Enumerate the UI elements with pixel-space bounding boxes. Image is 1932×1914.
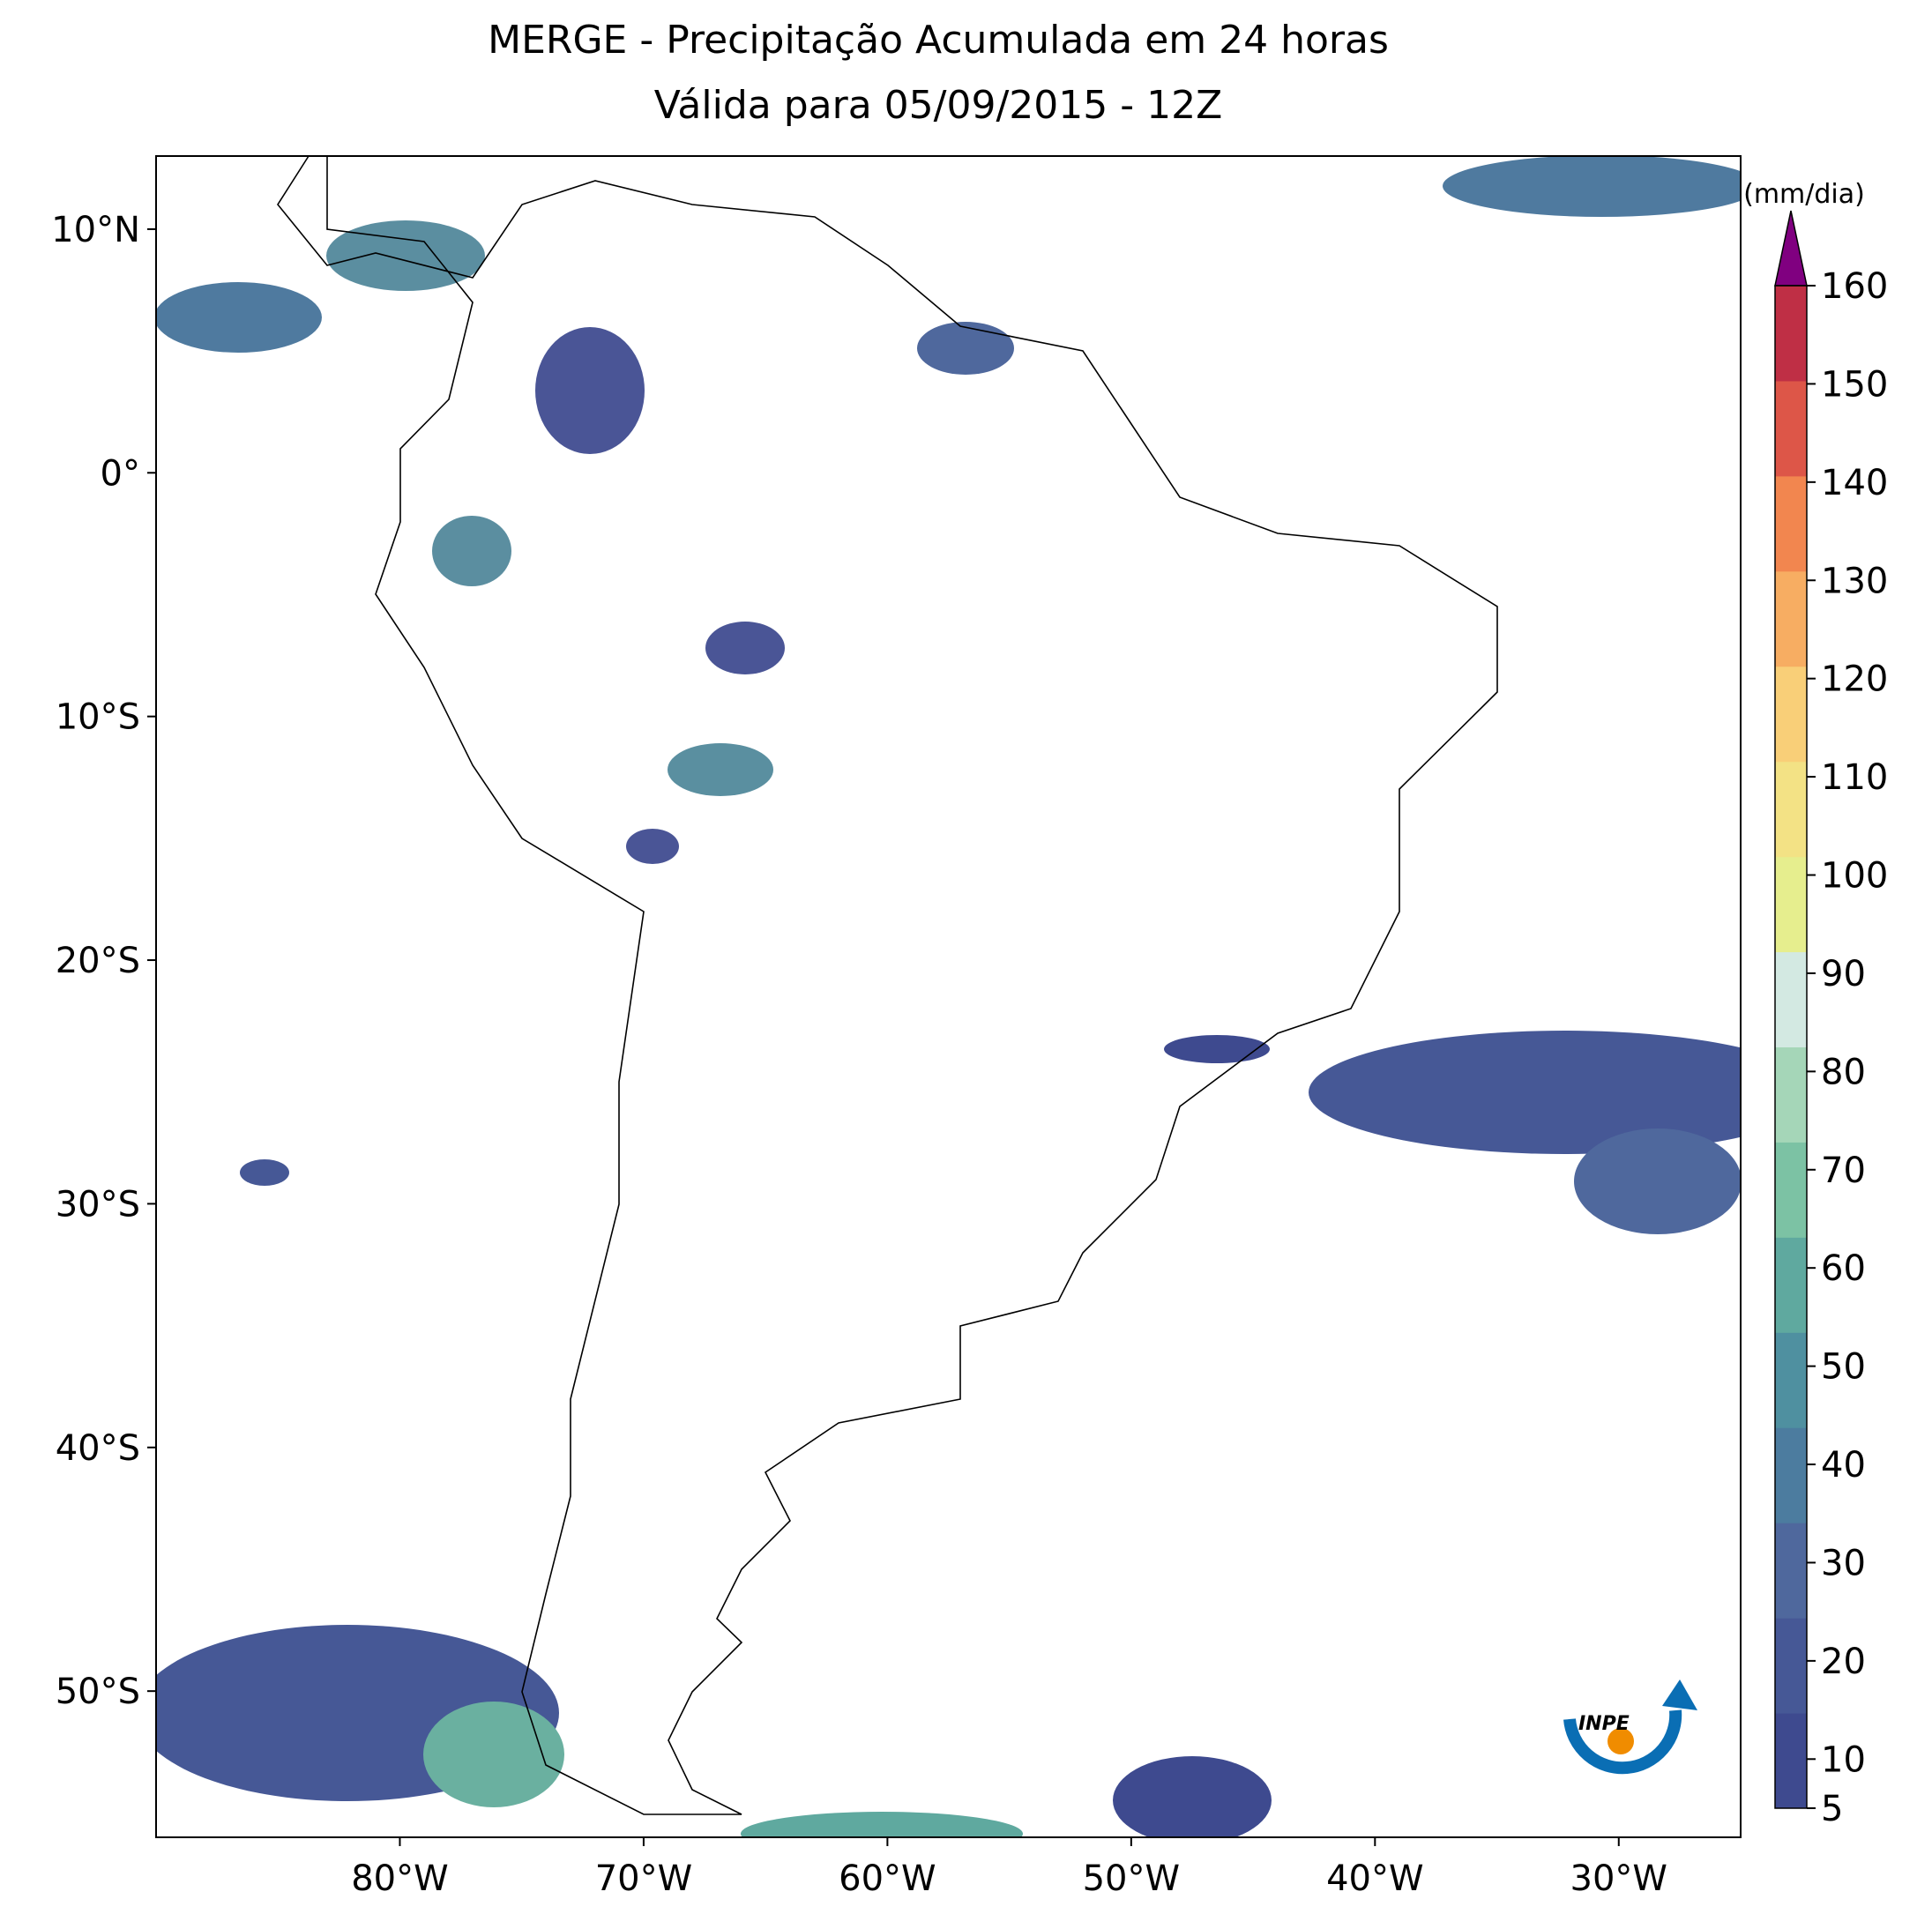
colorbar-tick-label: 40 <box>1821 1445 1866 1486</box>
colorbar-tick-label: 10 <box>1821 1739 1866 1780</box>
x-tick-label: 40°W <box>1326 1858 1423 1899</box>
colorbar-tick-label: 80 <box>1821 1052 1866 1092</box>
rain-area <box>423 1702 564 1807</box>
colorbar-tick-label: 90 <box>1821 954 1866 994</box>
colorbar-band <box>1775 856 1807 953</box>
colorbar-band <box>1775 951 1807 1047</box>
y-tick-label: 10°S <box>56 697 140 738</box>
rain-area <box>668 743 773 796</box>
colorbar-band <box>1775 1713 1807 1809</box>
colorbar-band <box>1775 666 1807 763</box>
y-tick-label: 30°S <box>56 1184 140 1225</box>
rain-area <box>917 322 1014 375</box>
colorbar-tick-label: 50 <box>1821 1347 1866 1388</box>
rain-area <box>1113 1756 1272 1837</box>
colorbar-band <box>1775 1237 1807 1333</box>
colorbar-band <box>1775 1142 1807 1238</box>
rain-area <box>741 1812 1023 1837</box>
rain-area <box>326 220 485 291</box>
colorbar-band <box>1775 570 1807 667</box>
logo-arc <box>1563 1709 1682 1775</box>
x-tick-label: 50°W <box>1083 1858 1180 1899</box>
rain-area <box>156 282 322 353</box>
x-tick-label: 30°W <box>1570 1858 1667 1899</box>
colorbar-tick-label: 70 <box>1821 1151 1866 1191</box>
colorbar-band <box>1775 1427 1807 1523</box>
x-tick-label: 60°W <box>839 1858 936 1899</box>
colorbar-tick-label: 130 <box>1821 561 1888 601</box>
y-tick-label: 10°N <box>51 210 140 250</box>
map-frame <box>155 155 1742 1838</box>
colorbar-band <box>1775 1523 1807 1619</box>
colorbar-tick-label: 120 <box>1821 659 1888 700</box>
y-tick-label: 50°S <box>56 1672 140 1712</box>
rain-area <box>1309 1031 1741 1154</box>
inpe-logo: INPE <box>1563 1679 1697 1775</box>
colorbar-tick-label: 60 <box>1821 1248 1866 1289</box>
colorbar-tick-label: 150 <box>1821 364 1888 405</box>
rain-area <box>1164 1035 1270 1063</box>
colorbar-band <box>1775 1618 1807 1714</box>
rain-area <box>432 516 511 586</box>
precipitation-field <box>156 156 1741 1837</box>
colorbar-band <box>1775 1332 1807 1428</box>
chart-title: MERGE - Precipitação Acumulada em 24 hor… <box>488 18 1389 63</box>
x-tick-label: 70°W <box>595 1858 692 1899</box>
colorbar-extend <box>1774 210 1808 287</box>
colorbar-tick-label: 20 <box>1821 1642 1866 1682</box>
chart-subtitle: Válida para 05/09/2015 - 12Z <box>654 83 1223 128</box>
rain-area <box>705 622 785 674</box>
logo-text: INPE <box>1578 1713 1630 1735</box>
rain-area <box>1443 156 1741 217</box>
colorbar-tick-label: 160 <box>1821 266 1888 307</box>
rain-area <box>535 327 645 454</box>
logo-arrow <box>1662 1679 1697 1710</box>
colorbar-band <box>1775 380 1807 477</box>
colorbar-band <box>1775 1046 1807 1143</box>
colorbar-tick-label: 100 <box>1821 856 1888 897</box>
rain-area <box>626 829 679 864</box>
y-tick-label: 20°S <box>56 941 140 981</box>
colorbar-band <box>1775 286 1807 382</box>
colorbar-band <box>1775 761 1807 858</box>
y-tick-label: 40°S <box>56 1428 140 1469</box>
coastline <box>277 155 1498 1815</box>
colorbar-tick-label: 110 <box>1821 757 1888 798</box>
rain-area <box>1574 1128 1741 1234</box>
logo-dot <box>1608 1728 1634 1754</box>
rain-area <box>240 1159 289 1186</box>
colorbar-label: (mm/dia) <box>1743 179 1865 210</box>
colorbar-tick-label: 30 <box>1821 1543 1866 1583</box>
colorbar-tick-label: 5 <box>1821 1789 1843 1829</box>
y-tick-label: 0° <box>101 453 140 494</box>
colorbar-band <box>1775 475 1807 572</box>
x-tick-label: 80°W <box>351 1858 448 1899</box>
colorbar-tick-label: 140 <box>1821 463 1888 503</box>
colorbar-frame <box>1774 285 1808 1809</box>
